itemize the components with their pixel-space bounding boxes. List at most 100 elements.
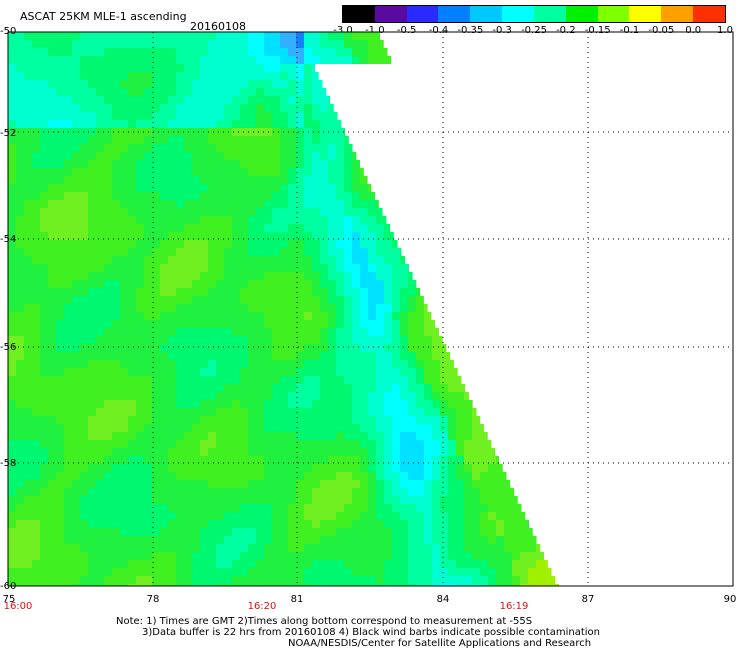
data-cell bbox=[80, 264, 88, 272]
data-cell bbox=[80, 488, 88, 496]
data-cell bbox=[8, 200, 16, 208]
data-cell bbox=[368, 536, 376, 544]
data-cell bbox=[72, 232, 80, 240]
data-cell bbox=[248, 56, 256, 64]
data-cell bbox=[440, 376, 448, 384]
data-cell bbox=[296, 256, 304, 264]
data-cell bbox=[176, 72, 184, 80]
data-cell bbox=[120, 328, 128, 336]
data-cell bbox=[192, 392, 200, 400]
data-cell bbox=[128, 264, 136, 272]
data-cell bbox=[280, 584, 288, 586]
data-cell bbox=[296, 80, 304, 88]
data-cell bbox=[344, 152, 352, 160]
data-cell bbox=[544, 568, 552, 576]
data-cell bbox=[240, 568, 248, 576]
data-cell bbox=[16, 584, 24, 586]
data-cell bbox=[56, 256, 64, 264]
data-cell bbox=[40, 488, 48, 496]
data-cell bbox=[152, 464, 160, 472]
data-cell bbox=[248, 176, 256, 184]
data-cell bbox=[56, 520, 64, 528]
data-cell bbox=[496, 584, 504, 586]
data-cell bbox=[176, 496, 184, 504]
data-cell bbox=[288, 304, 296, 312]
data-cell bbox=[344, 336, 352, 344]
data-cell bbox=[80, 536, 88, 544]
data-cell bbox=[232, 296, 240, 304]
data-cell bbox=[88, 392, 96, 400]
data-cell bbox=[144, 32, 152, 40]
data-cell bbox=[256, 224, 264, 232]
data-cell bbox=[288, 264, 296, 272]
data-cell bbox=[96, 72, 104, 80]
data-cell bbox=[256, 520, 264, 528]
data-cell bbox=[272, 312, 280, 320]
data-cell bbox=[144, 80, 152, 88]
data-cell bbox=[368, 552, 376, 560]
data-cell bbox=[488, 544, 496, 552]
data-cell bbox=[256, 432, 264, 440]
data-cell bbox=[176, 64, 184, 72]
data-cell bbox=[96, 152, 104, 160]
data-cell bbox=[352, 232, 360, 240]
data-cell bbox=[400, 312, 408, 320]
data-cell bbox=[64, 376, 72, 384]
data-cell bbox=[472, 456, 480, 464]
data-cell bbox=[328, 112, 336, 120]
data-cell bbox=[272, 456, 280, 464]
data-cell bbox=[112, 576, 120, 584]
data-cell bbox=[96, 496, 104, 504]
data-cell bbox=[240, 304, 248, 312]
data-cell bbox=[184, 176, 192, 184]
data-cell bbox=[368, 504, 376, 512]
data-cell bbox=[288, 520, 296, 528]
data-cell bbox=[48, 512, 56, 520]
data-cell bbox=[352, 544, 360, 552]
data-cell bbox=[176, 120, 184, 128]
data-cell bbox=[104, 544, 112, 552]
data-cell bbox=[48, 560, 56, 568]
data-cell bbox=[408, 512, 416, 520]
data-cell bbox=[16, 64, 24, 72]
data-cell bbox=[160, 576, 168, 584]
data-cell bbox=[312, 104, 320, 112]
data-cell bbox=[144, 584, 152, 586]
data-cell bbox=[168, 296, 176, 304]
data-cell bbox=[288, 56, 296, 64]
data-cell bbox=[216, 520, 224, 528]
data-cell bbox=[136, 232, 144, 240]
data-cell bbox=[24, 352, 32, 360]
data-cell bbox=[440, 528, 448, 536]
data-cell bbox=[72, 208, 80, 216]
data-cell bbox=[112, 208, 120, 216]
data-cell bbox=[352, 424, 360, 432]
data-cell bbox=[376, 528, 384, 536]
data-cell bbox=[208, 440, 216, 448]
data-cell bbox=[8, 264, 16, 272]
data-cell bbox=[240, 208, 248, 216]
data-cell bbox=[440, 544, 448, 552]
data-cell bbox=[256, 568, 264, 576]
data-cell bbox=[112, 360, 120, 368]
data-cell bbox=[56, 184, 64, 192]
data-cell bbox=[232, 352, 240, 360]
data-cell bbox=[128, 144, 136, 152]
data-cell bbox=[72, 584, 80, 586]
data-cell bbox=[528, 528, 533, 536]
data-cell bbox=[432, 528, 440, 536]
data-cell bbox=[352, 144, 353, 152]
data-cell bbox=[64, 248, 72, 256]
data-cell bbox=[144, 184, 152, 192]
data-cell bbox=[288, 472, 296, 480]
data-cell bbox=[192, 512, 200, 520]
data-cell bbox=[72, 96, 80, 104]
data-cell bbox=[144, 528, 152, 536]
data-cell bbox=[96, 144, 104, 152]
data-cell bbox=[296, 584, 304, 586]
data-cell bbox=[272, 504, 280, 512]
data-cell bbox=[304, 384, 312, 392]
data-cell bbox=[136, 568, 144, 576]
data-cell bbox=[96, 32, 104, 40]
data-cell bbox=[136, 200, 144, 208]
